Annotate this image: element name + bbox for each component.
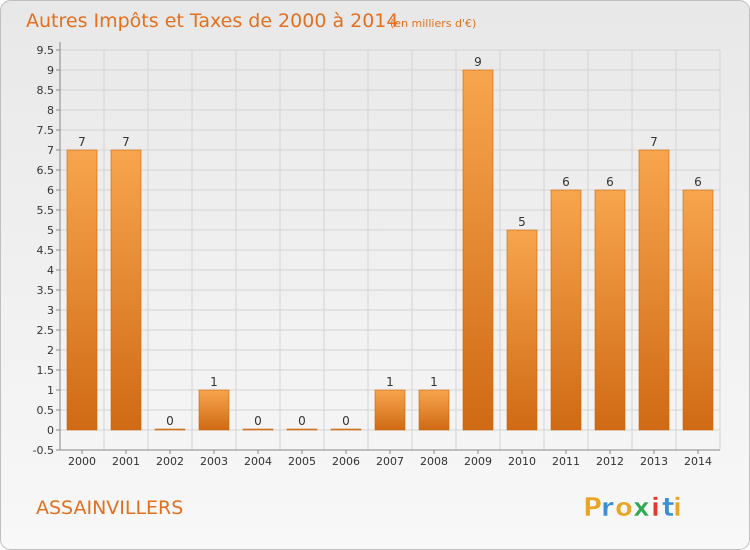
bars: 7 7 0 1 0 0 0 1 1 9 5 6 6 7 6 <box>66 55 714 431</box>
x-tick-label: 2003 <box>200 455 228 468</box>
y-tick-label: 3 <box>47 304 54 317</box>
y-tick-label: 4 <box>47 264 54 277</box>
bar-2009 <box>462 69 494 431</box>
bar-value-label: 6 <box>562 175 570 189</box>
bar-value-label: 0 <box>342 414 350 428</box>
bar-value-label: 0 <box>166 414 174 428</box>
x-tick-label: 2002 <box>156 455 184 468</box>
bar-2007 <box>374 389 406 431</box>
y-tick-label: 3.5 <box>37 284 55 297</box>
x-tick-label: 2005 <box>288 455 316 468</box>
bar-2011 <box>550 189 582 431</box>
bar-2003 <box>198 389 230 431</box>
y-tick-label: 9.5 <box>37 44 55 57</box>
bar-2005 <box>286 428 318 431</box>
y-tick-label: 5.5 <box>37 204 55 217</box>
bar-value-label: 1 <box>430 375 438 389</box>
bar-2006 <box>330 428 362 431</box>
logo-letter: o <box>615 493 633 523</box>
x-tick-label: 2009 <box>464 455 492 468</box>
bar-value-label: 5 <box>518 215 526 229</box>
x-tick-label: 2013 <box>640 455 668 468</box>
chart-title: Autres Impôts et Taxes de 2000 à 2014 <box>26 10 399 32</box>
x-tick-label: 2010 <box>508 455 536 468</box>
bar-value-label: 1 <box>386 375 394 389</box>
y-tick-label: -0.5 <box>33 444 54 457</box>
y-tick-label: 0 <box>47 424 54 437</box>
y-tick-label: 1 <box>47 384 54 397</box>
bar-2004 <box>242 428 274 431</box>
y-tick-label: 6.5 <box>37 164 55 177</box>
bar-2013 <box>638 149 670 431</box>
y-tick-label: 0.5 <box>37 404 55 417</box>
y-tick-label: 1.5 <box>37 364 55 377</box>
y-tick-label: 8.5 <box>37 84 55 97</box>
axes: -0.5 0 0.5 1 1.5 2 2.5 3 3.5 4 4.5 5 5.5 6 6.5 7 7.5 8 8.5… <box>33 42 720 468</box>
y-tick-label: 2.5 <box>37 324 55 337</box>
x-tick-label: 2004 <box>244 455 272 468</box>
bar-value-label: 0 <box>254 414 262 428</box>
bar-2014 <box>682 189 714 431</box>
bar-value-label: 9 <box>474 55 482 69</box>
bar-2012 <box>594 189 626 431</box>
y-tick-label: 2 <box>47 344 54 357</box>
x-tick-label: 2006 <box>332 455 360 468</box>
y-tick-label: 4.5 <box>37 244 55 257</box>
y-tick-label: 8 <box>47 104 54 117</box>
bar-2001 <box>110 149 142 431</box>
bar-value-label: 6 <box>694 175 702 189</box>
x-tick-label: 2008 <box>420 455 448 468</box>
bar-value-label: 7 <box>650 135 658 149</box>
logo-letter: x <box>633 493 650 523</box>
y-tick-label: 5 <box>47 224 54 237</box>
bar-2008 <box>418 389 450 431</box>
logo-letter: r <box>601 493 614 523</box>
bar-value-label: 7 <box>78 135 86 149</box>
logo-letter: i <box>673 493 682 523</box>
x-tick-label: 2012 <box>596 455 624 468</box>
chart-subtitle: (en milliers d'€) <box>390 17 476 30</box>
x-tick-label: 2011 <box>552 455 580 468</box>
proxiti-logo: Pr o x i ti <box>583 493 683 524</box>
y-tick-label: 7.5 <box>37 124 55 137</box>
y-tick-label: 7 <box>47 144 54 157</box>
logo-letter: t <box>662 493 674 523</box>
commune-name: ASSAINVILLERS <box>36 497 183 519</box>
y-tick-label: 6 <box>47 184 54 197</box>
bar-value-label: 7 <box>122 135 130 149</box>
bar-value-label: 6 <box>606 175 614 189</box>
bar-value-label: 1 <box>210 375 218 389</box>
x-tick-label: 2007 <box>376 455 404 468</box>
x-tick-label: 2000 <box>68 455 96 468</box>
x-tick-label: 2001 <box>112 455 140 468</box>
y-tick-label: 9 <box>47 64 54 77</box>
bar-2002 <box>154 428 186 431</box>
logo-letter: P <box>583 493 602 523</box>
bar-value-label: 0 <box>298 414 306 428</box>
bar-2000 <box>66 149 98 431</box>
logo-letter: i <box>651 493 660 523</box>
x-tick-label: 2014 <box>684 455 712 468</box>
bar-2010 <box>506 229 538 431</box>
